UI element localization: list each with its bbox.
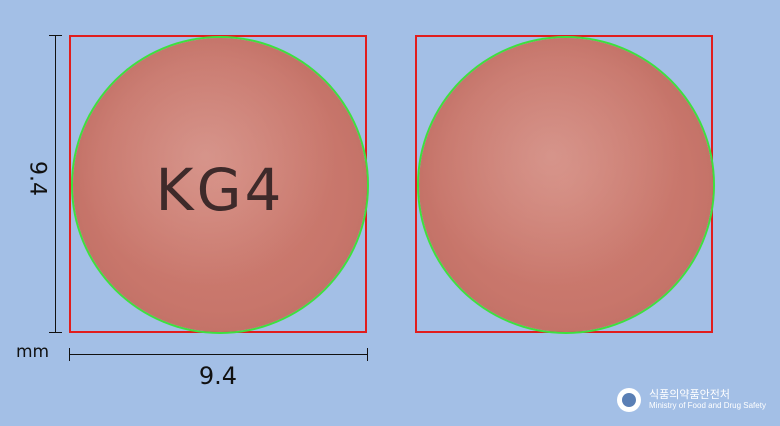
height-label: 9.4 [24,161,50,196]
width-label: 9.4 [198,362,238,390]
pill-imprint: KG4 [155,156,285,224]
pill-back [419,38,713,332]
unit-label: mm [16,342,50,362]
mfds-logo: 식품의약품안전처 Ministry of Food and Drug Safet… [617,386,767,416]
width-dimension-line [69,354,367,355]
height-tick-bottom [49,332,62,333]
width-tick-left [69,348,70,361]
logo-korean-text: 식품의약품안전처 [649,388,730,401]
height-tick-top [49,35,62,36]
pill-front: KG4 [73,38,367,332]
pill-front-frame: KG4 [69,35,367,333]
logo-english-text: Ministry of Food and Drug Safety [649,401,766,410]
pill-back-frame [415,35,713,333]
height-dimension-line [55,35,56,333]
mfds-emblem-icon [617,388,641,412]
width-tick-right [367,348,368,361]
